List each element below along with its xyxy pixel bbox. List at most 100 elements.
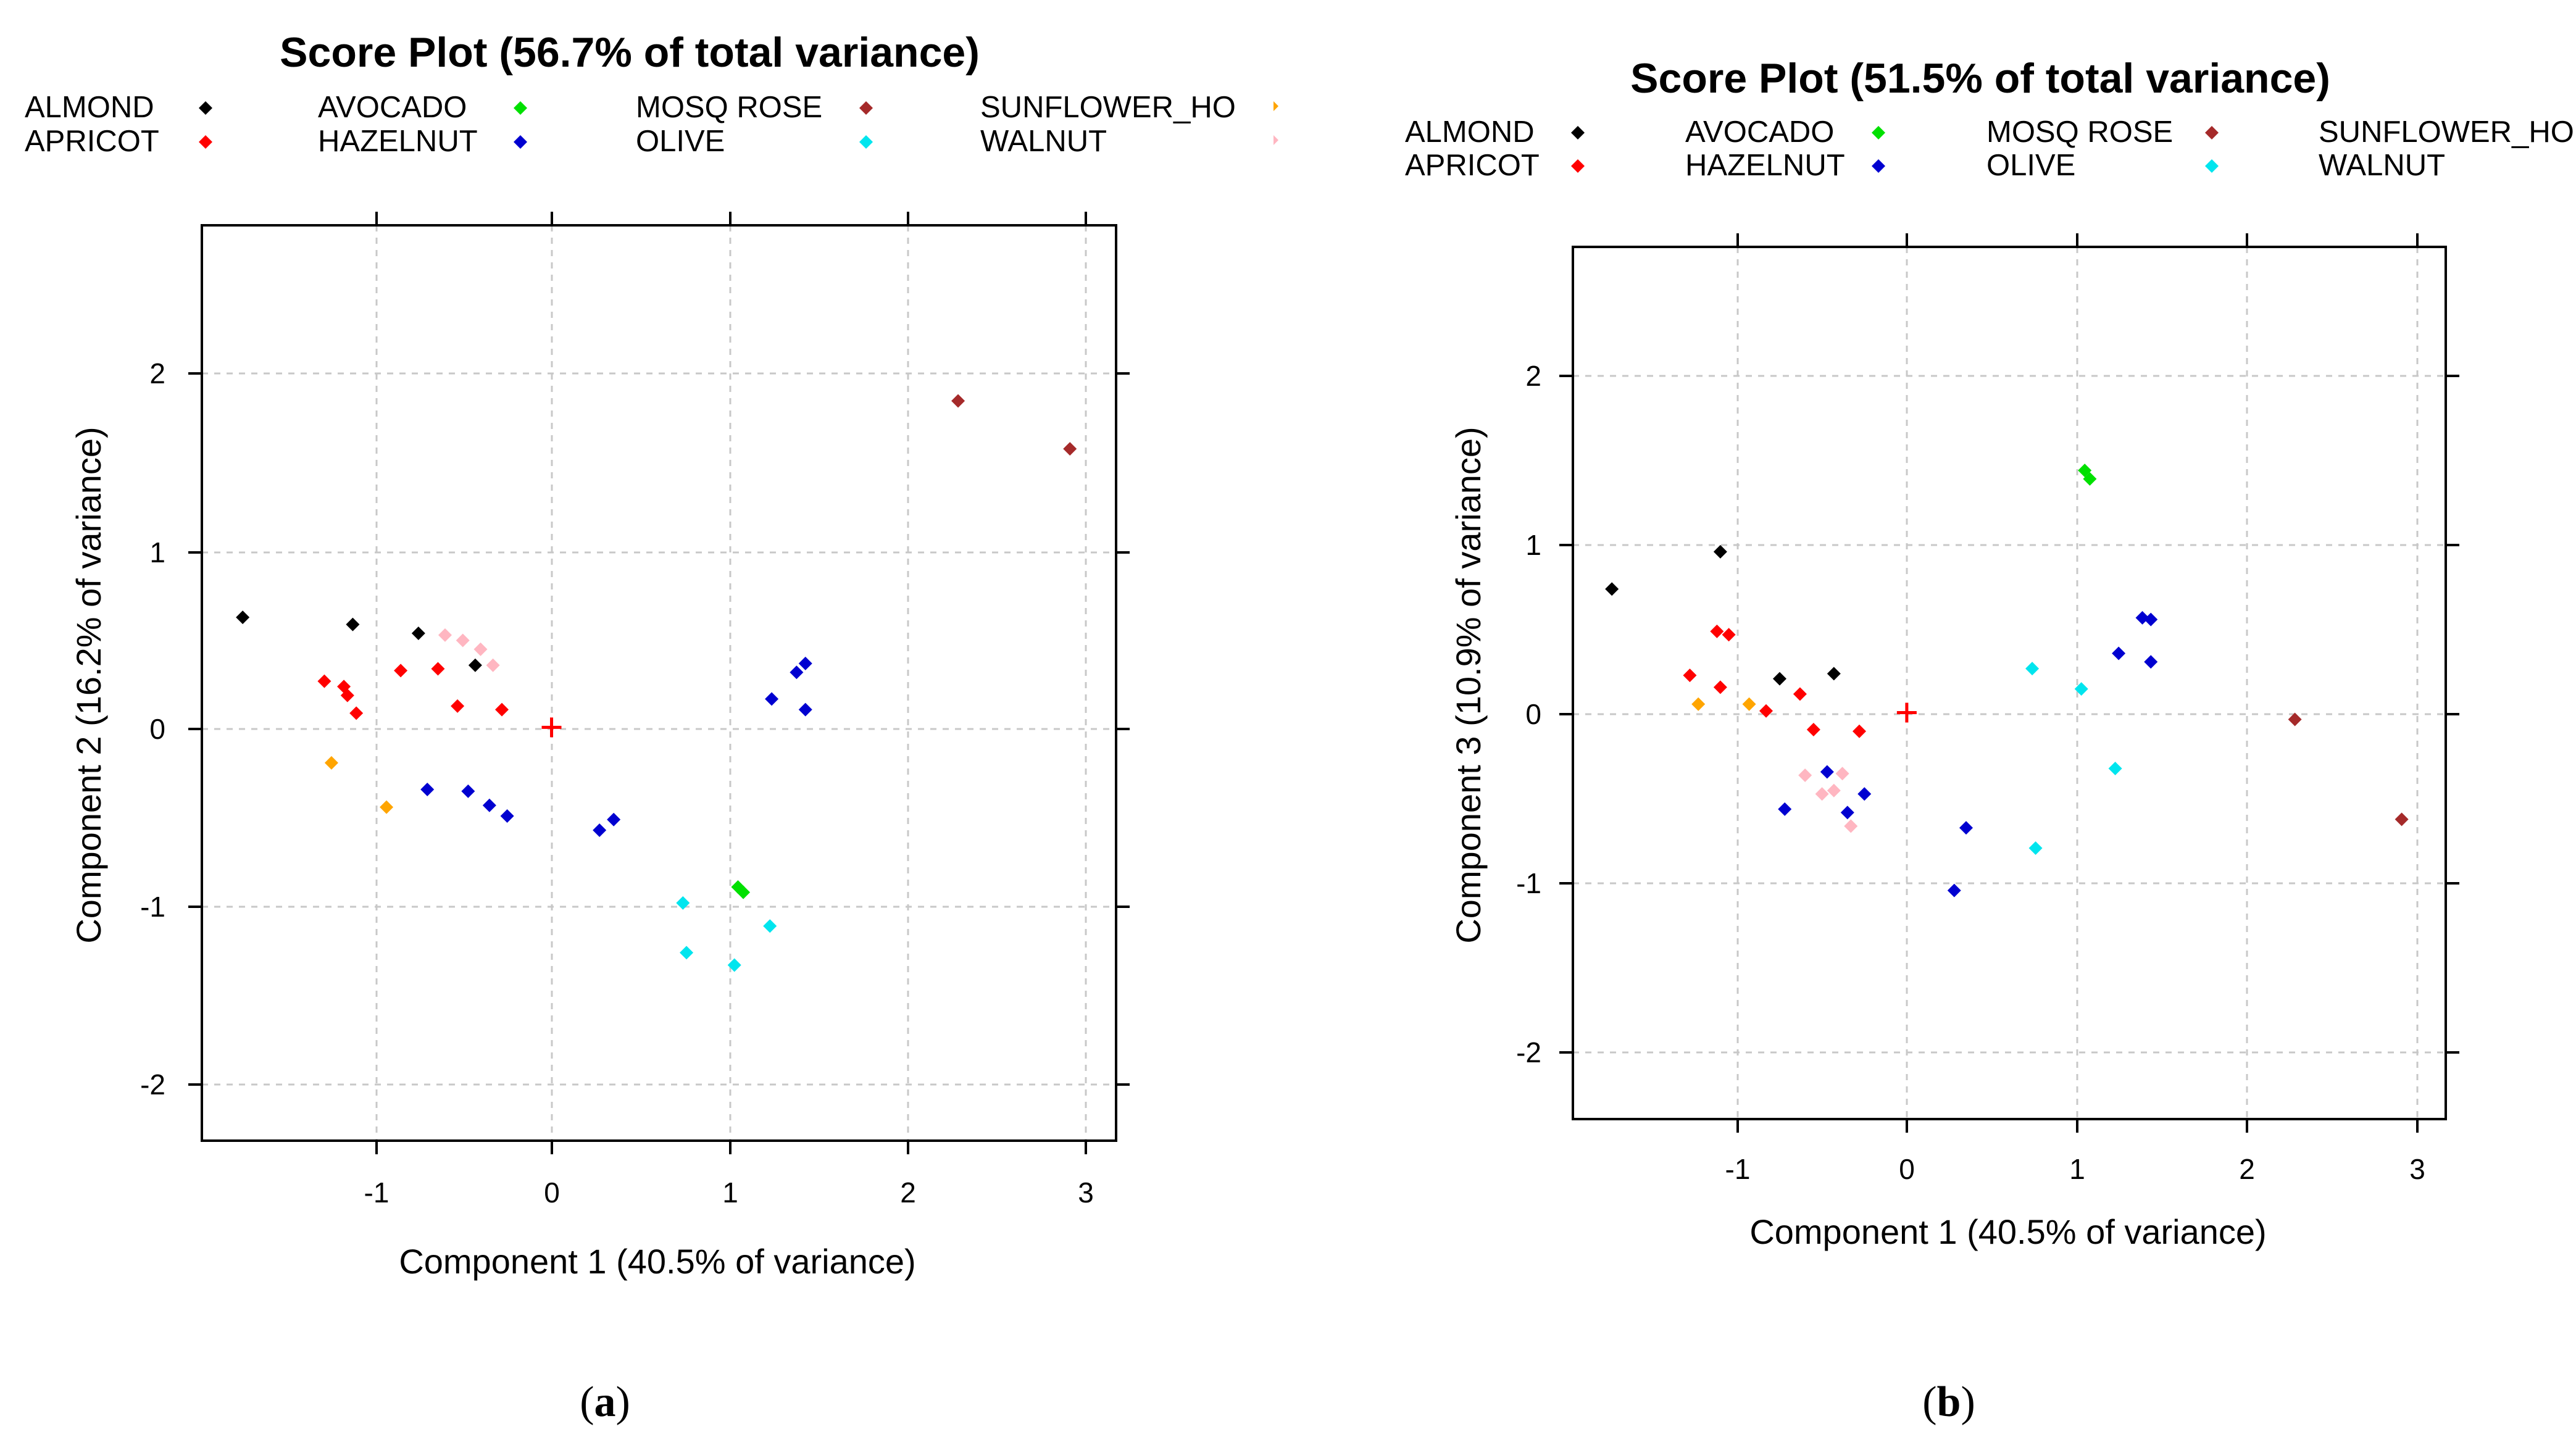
- legend-marker-olive: [2205, 159, 2219, 173]
- y-tick-label: -1: [1516, 867, 1541, 899]
- legend-label-avocado: AVOCADO: [1685, 115, 1834, 149]
- legend-label-mosq-rose: MOSQ ROSE: [1986, 115, 2173, 149]
- data-point-apricot: [1759, 704, 1774, 718]
- data-point-apricot: [394, 664, 408, 678]
- data-point-hazelnut: [461, 784, 475, 798]
- legend-label-almond: ALMOND: [25, 91, 154, 124]
- y-tick-label: 1: [149, 536, 165, 568]
- panel-caption: (b): [1922, 1378, 1975, 1426]
- y-tick-label: 1: [1525, 529, 1541, 561]
- data-point-hazelnut: [798, 656, 812, 670]
- centroid-marker: [1896, 702, 1917, 723]
- legend-label-walnut: WALNUT: [2319, 149, 2445, 182]
- data-point-walnut: [1827, 783, 1841, 797]
- y-tick-label: 0: [149, 713, 165, 745]
- legend-label-olive: OLIVE: [1986, 149, 2075, 182]
- data-point-olive: [676, 896, 690, 910]
- grid: [202, 225, 1116, 1141]
- data-point-sunflower-ho: [1691, 697, 1706, 711]
- y-tick-label: -2: [1516, 1036, 1541, 1068]
- legend-marker-avocado: [1872, 126, 1885, 140]
- legend-marker-sunflower-ho: [1273, 101, 1278, 111]
- data-point-olive: [2028, 841, 2043, 856]
- panel-b: Score Plot (51.5% of total variance) ALM…: [1405, 55, 2574, 1426]
- data-point-hazelnut: [2112, 646, 2126, 660]
- data-point-hazelnut: [1959, 821, 1973, 835]
- tick-labels: -1 0 1 2 3 -2 -1 0 1 2: [140, 357, 1094, 1209]
- data-point-walnut: [1835, 767, 1849, 781]
- data-point-mosq-rose: [951, 394, 965, 408]
- x-tick-label: 1: [722, 1176, 738, 1209]
- legend-marker-olive: [859, 135, 873, 149]
- data-point-mosq-rose: [2395, 812, 2409, 827]
- x-tick-label: 3: [1078, 1176, 1094, 1209]
- data-point-hazelnut: [1857, 787, 1872, 801]
- data-point-sunflower-ho: [324, 756, 338, 770]
- y-tick-label: -1: [140, 891, 165, 923]
- x-tick-label: 0: [1899, 1153, 1915, 1185]
- y-axis-label: Component 3 (10.9% of variance): [1449, 427, 1488, 943]
- plot-frame: [201, 224, 1117, 1142]
- legend-label-hazelnut: HAZELNUT: [318, 125, 478, 158]
- data-point-hazelnut: [765, 692, 779, 706]
- data-point-almond: [1713, 544, 1727, 559]
- legend-marker-almond: [199, 101, 212, 115]
- panel-a: Score Plot (56.7% of total variance) ALM…: [25, 29, 1278, 1426]
- tick-labels: -1 0 1 2 3 -2 -1 0 1 2: [1516, 360, 2425, 1185]
- data-point-avocado: [736, 885, 751, 899]
- x-tick-label: 3: [2409, 1153, 2425, 1185]
- data-point-olive: [2074, 682, 2088, 696]
- data-point-hazelnut: [500, 809, 514, 823]
- legend-label-avocado: AVOCADO: [318, 91, 467, 124]
- data-point-almond: [411, 627, 425, 641]
- legend-label-almond: ALMOND: [1405, 115, 1535, 149]
- data-point-apricot: [1683, 668, 1697, 683]
- chart-title: Score Plot (51.5% of total variance): [1630, 55, 2330, 102]
- data-point-walnut: [1798, 768, 1812, 783]
- data-point-avocado: [2083, 472, 2097, 486]
- data-point-walnut: [486, 658, 500, 672]
- data-point-apricot: [431, 662, 445, 676]
- x-tick-label: 1: [2069, 1153, 2085, 1185]
- data-point-apricot: [1853, 724, 1867, 738]
- y-tick-label: 2: [149, 357, 165, 389]
- grid: [1573, 247, 2446, 1119]
- x-tick-label: -1: [364, 1176, 390, 1209]
- data-point-mosq-rose: [2288, 712, 2302, 727]
- data-point-mosq-rose: [1063, 442, 1077, 456]
- legend: ALMOND APRICOT AVOCADO HAZELNUT MOSQ ROS…: [1405, 115, 2574, 182]
- legend-label-apricot: APRICOT: [1405, 149, 1540, 182]
- y-axis-label: Component 2 (16.2% of variance): [69, 427, 108, 943]
- data-point-hazelnut: [798, 702, 812, 717]
- panel-caption: (a): [580, 1378, 630, 1426]
- legend-label-sunflower-ho: SUNFLOWER_HO: [980, 91, 1236, 124]
- data-point-almond: [346, 617, 360, 631]
- data-point-apricot: [494, 702, 509, 717]
- data-point-walnut: [456, 633, 470, 648]
- data-points: [1605, 464, 2409, 897]
- legend-marker-hazelnut: [1872, 159, 1885, 173]
- legend-marker-mosq-rose: [2205, 126, 2219, 140]
- data-point-apricot: [317, 674, 331, 688]
- data-point-apricot: [451, 699, 465, 713]
- data-point-hazelnut: [482, 798, 496, 812]
- data-point-olive: [2108, 762, 2122, 776]
- data-point-walnut: [473, 642, 488, 656]
- data-point-olive: [2025, 662, 2040, 676]
- data-point-hazelnut: [2144, 655, 2158, 669]
- data-point-olive: [680, 946, 694, 960]
- axis-ticks: [188, 212, 1130, 1154]
- data-point-walnut: [438, 628, 452, 642]
- y-tick-label: 0: [1525, 698, 1541, 730]
- legend-marker-mosq-rose: [859, 101, 873, 115]
- data-point-walnut: [1815, 787, 1829, 801]
- data-point-almond: [1827, 667, 1841, 681]
- legend-marker-almond: [1571, 126, 1585, 140]
- data-point-almond: [236, 610, 250, 625]
- plot-frame: [1572, 246, 2447, 1120]
- data-point-almond: [1772, 672, 1786, 686]
- data-point-almond: [1605, 582, 1619, 596]
- data-points: [236, 394, 1077, 972]
- x-axis-label: Component 1 (40.5% of variance): [1749, 1212, 2266, 1251]
- data-point-hazelnut: [1840, 806, 1854, 820]
